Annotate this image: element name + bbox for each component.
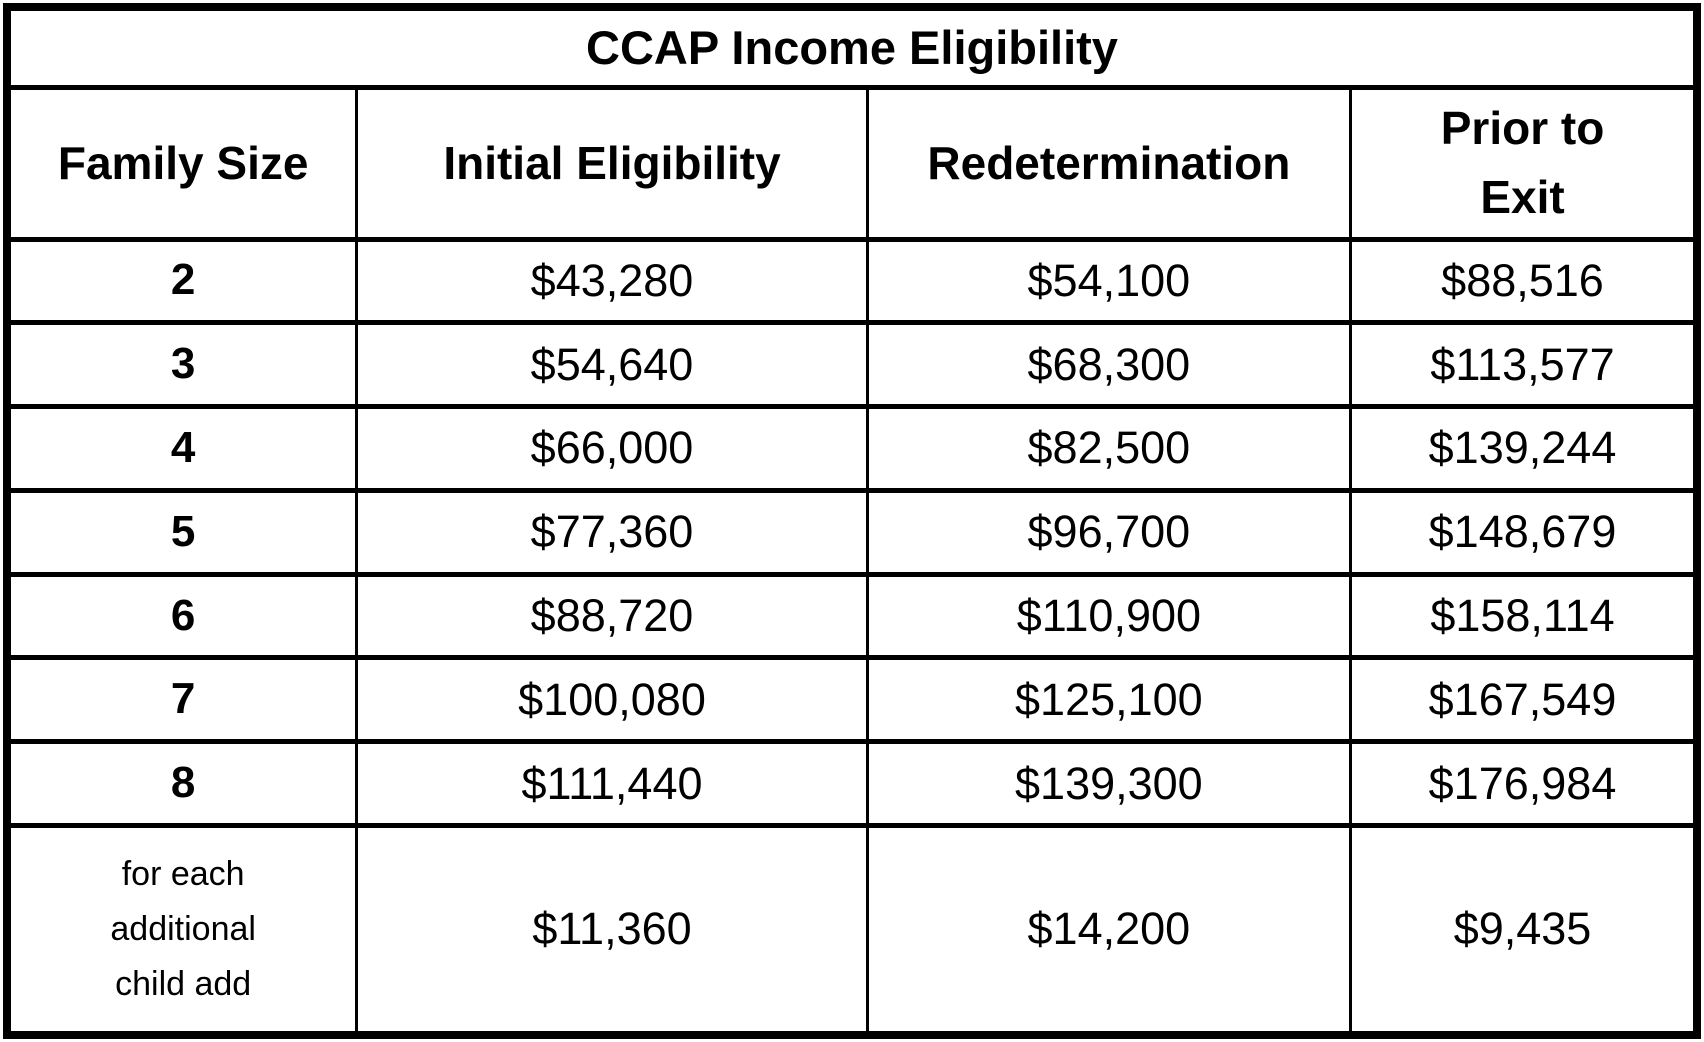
ccap-income-eligibility-table: CCAP Income Eligibility Family Size Init… — [3, 3, 1701, 1039]
family-size-cell: 3 — [5, 320, 359, 410]
family-size-cell: 2 — [5, 236, 359, 326]
family-size-cell: 5 — [5, 487, 359, 577]
column-header-prior-to-exit: Prior to Exit — [1349, 84, 1699, 242]
prior-to-exit-cell: $113,577 — [1349, 320, 1699, 410]
table-row: 6 $88,720 $110,900 $158,114 — [5, 571, 1699, 661]
additional-child-label: for each additional child add — [5, 822, 359, 1038]
column-header-initial-eligibility: Initial Eligibility — [355, 84, 869, 242]
redetermination-cell: $14,200 — [865, 822, 1353, 1038]
initial-eligibility-cell: $111,440 — [355, 739, 869, 828]
prior-to-exit-cell: $88,516 — [1349, 236, 1699, 326]
redetermination-cell: $68,300 — [865, 320, 1353, 410]
initial-eligibility-cell: $77,360 — [355, 487, 869, 577]
initial-eligibility-cell: $54,640 — [355, 320, 869, 410]
table-row: 5 $77,360 $96,700 $148,679 — [5, 487, 1699, 577]
family-size-cell: 7 — [5, 655, 359, 745]
redetermination-cell: $54,100 — [865, 236, 1353, 326]
initial-eligibility-cell: $43,280 — [355, 236, 869, 326]
column-header-family-size: Family Size — [5, 84, 359, 242]
family-size-cell: 8 — [5, 739, 359, 828]
family-size-cell: 4 — [5, 404, 359, 493]
prior-to-exit-cell: $139,244 — [1349, 404, 1699, 493]
prior-to-exit-cell: $158,114 — [1349, 571, 1699, 661]
family-size-cell: 6 — [5, 571, 359, 661]
initial-eligibility-cell: $11,360 — [355, 822, 869, 1038]
table-row-additional-child: for each additional child add $11,360 $1… — [5, 822, 1699, 1038]
column-header-redetermination: Redetermination — [865, 84, 1353, 242]
table-row: 2 $43,280 $54,100 $88,516 — [5, 236, 1699, 326]
table-row: 4 $66,000 $82,500 $139,244 — [5, 404, 1699, 493]
initial-eligibility-cell: $100,080 — [355, 655, 869, 745]
table-row: 3 $54,640 $68,300 $113,577 — [5, 320, 1699, 410]
redetermination-cell: $82,500 — [865, 404, 1353, 493]
prior-to-exit-cell: $148,679 — [1349, 487, 1699, 577]
initial-eligibility-cell: $66,000 — [355, 404, 869, 493]
redetermination-cell: $125,100 — [865, 655, 1353, 745]
redetermination-cell: $110,900 — [865, 571, 1353, 661]
prior-to-exit-cell: $9,435 — [1349, 822, 1699, 1038]
prior-to-exit-cell: $176,984 — [1349, 739, 1699, 828]
prior-to-exit-cell: $167,549 — [1349, 655, 1699, 745]
table-header-row: Family Size Initial Eligibility Redeterm… — [5, 84, 1699, 242]
redetermination-cell: $96,700 — [865, 487, 1353, 577]
table-title-row: CCAP Income Eligibility — [5, 4, 1699, 90]
initial-eligibility-cell: $88,720 — [355, 571, 869, 661]
table-row: 7 $100,080 $125,100 $167,549 — [5, 655, 1699, 745]
redetermination-cell: $139,300 — [865, 739, 1353, 828]
table-row: 8 $111,440 $139,300 $176,984 — [5, 739, 1699, 828]
table-title: CCAP Income Eligibility — [5, 4, 1699, 90]
